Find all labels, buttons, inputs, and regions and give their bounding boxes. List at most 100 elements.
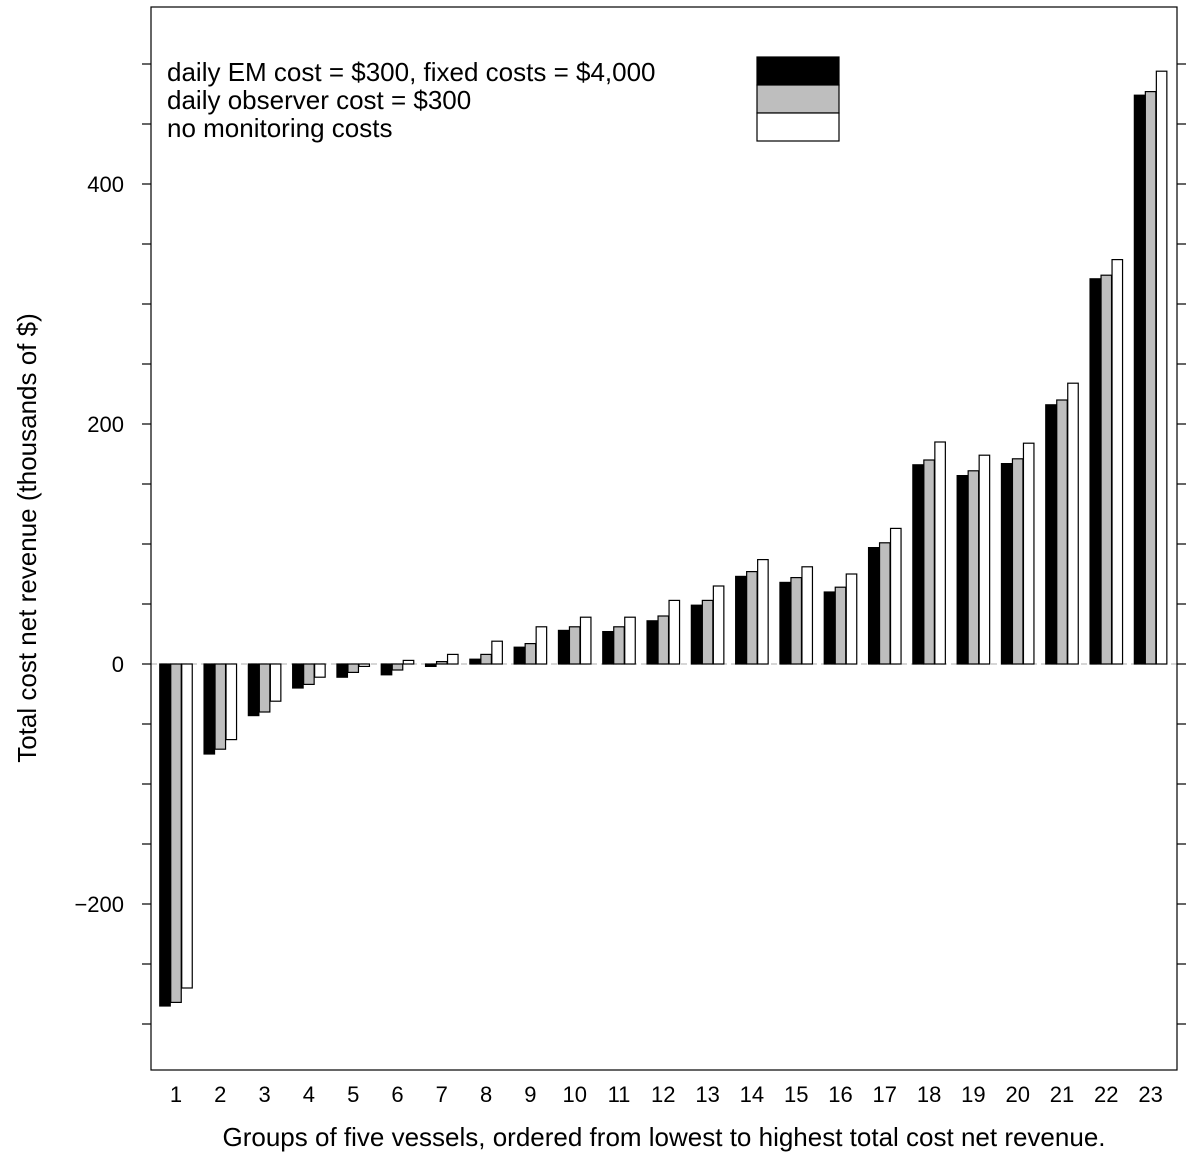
- y-axis-label: Total cost net revenue (thousands of $): [12, 313, 42, 763]
- x-tick-label: 21: [1050, 1082, 1074, 1107]
- x-tick-label: 22: [1094, 1082, 1118, 1107]
- bar-series3-group-6: [402, 659, 415, 665]
- bar-series2-group-22: [1100, 274, 1113, 665]
- bar-series3-group-18: [934, 441, 946, 665]
- bar-series1-group-20: [1000, 463, 1013, 665]
- bar-series1-group-22: [1089, 278, 1102, 665]
- x-tick-label: 19: [961, 1082, 985, 1107]
- bar-series2-group-2: [214, 663, 227, 750]
- bar-series3-group-20: [1022, 442, 1035, 665]
- bar-series2-group-7: [435, 660, 448, 665]
- x-tick-label: 10: [562, 1082, 586, 1107]
- bar-series1-group-23: [1133, 94, 1146, 665]
- bar-series1-group-12: [646, 620, 659, 665]
- x-tick-label: 23: [1138, 1082, 1162, 1107]
- bar-series1-group-2: [203, 663, 216, 755]
- x-tick-label: 16: [828, 1082, 852, 1107]
- x-tick-label: 14: [740, 1082, 764, 1107]
- y-tick-label: −200: [74, 892, 124, 917]
- legend-label-1: daily EM cost = $300, fixed costs = $4,0…: [167, 57, 656, 87]
- x-tick-label: 7: [436, 1082, 448, 1107]
- x-tick-label: 15: [784, 1082, 808, 1107]
- x-tick-label: 1: [170, 1082, 182, 1107]
- bar-series2-group-15: [790, 576, 803, 665]
- bar-series2-group-20: [1011, 458, 1024, 665]
- bar-series2-group-3: [258, 663, 271, 713]
- bar-series1-group-21: [1045, 404, 1057, 665]
- bar-series3-group-13: [712, 585, 725, 665]
- x-tick-label: 4: [303, 1082, 315, 1107]
- bar-series3-group-23: [1155, 70, 1168, 665]
- x-tick-label: 11: [608, 1082, 631, 1107]
- bar-series3-group-19: [978, 454, 991, 665]
- bar-series1-group-10: [557, 629, 570, 665]
- x-tick-label: 12: [651, 1082, 675, 1107]
- bar-series3-group-16: [845, 573, 858, 665]
- legend-label-3: no monitoring costs: [167, 113, 392, 143]
- bar-series1-group-14: [735, 575, 747, 665]
- x-tick-label: 17: [873, 1082, 897, 1107]
- bar-series2-group-6: [391, 663, 404, 671]
- bar-series2-group-9: [524, 642, 537, 665]
- x-axis: 1 2 3 4 5 6 7 8 9 10 11 12 13 14 15 16 17 18 19 20 21 22 23: [170, 1082, 1163, 1107]
- bar-series1-group-7: [424, 663, 437, 668]
- bar-series2-group-11: [613, 626, 625, 665]
- bar-series2-group-19: [967, 470, 980, 665]
- bar-series1-group-4: [292, 663, 304, 689]
- legend-label-2: daily observer cost = $300: [167, 85, 471, 115]
- y-tick-label: 0: [112, 652, 124, 677]
- bar-series2-group-10: [568, 626, 581, 665]
- bar-series3-group-14: [757, 558, 769, 665]
- bar-series1-group-8: [469, 658, 481, 665]
- bar-series1-group-11: [602, 630, 614, 665]
- bar-series2-group-12: [657, 615, 670, 665]
- bar-series1-group-6: [380, 663, 393, 676]
- x-tick-label: 20: [1005, 1082, 1029, 1107]
- legend-swatch-1: [756, 56, 840, 86]
- y-axis: −200 0 200 400: [74, 63, 1186, 1025]
- bar-series1-group-18: [912, 464, 924, 665]
- bar-series3-group-12: [668, 599, 681, 665]
- bar-series1-group-5: [336, 663, 349, 678]
- bar-series3-group-5: [358, 663, 371, 668]
- bar-series3-group-2: [225, 663, 238, 741]
- bar-series3-group-21: [1067, 382, 1079, 665]
- legend: daily EM cost = $300, fixed costs = $4,0…: [167, 56, 840, 143]
- bar-series3-group-4: [314, 663, 326, 678]
- bar-series3-group-9: [535, 626, 548, 665]
- bar-series2-group-16: [834, 586, 847, 665]
- bar-series1-group-17: [867, 546, 880, 665]
- bar-series1-group-16: [823, 591, 836, 665]
- bar-series2-group-13: [701, 599, 714, 665]
- legend-swatch-3: [756, 112, 840, 142]
- bar-series1-group-13: [690, 604, 703, 665]
- bar-series1-group-1: [159, 663, 171, 1007]
- x-tick-label: 2: [214, 1082, 226, 1107]
- bar-series2-group-5: [347, 663, 360, 673]
- bar-series3-group-8: [491, 640, 503, 665]
- bar-series2-group-8: [480, 653, 492, 665]
- bar-series1-group-3: [247, 663, 260, 717]
- x-tick-label: 3: [258, 1082, 270, 1107]
- bar-series3-group-15: [801, 566, 814, 665]
- x-tick-label: 8: [480, 1082, 492, 1107]
- x-tick-label: 9: [524, 1082, 536, 1107]
- bar-series1-group-19: [956, 475, 969, 665]
- legend-swatch-2: [756, 84, 840, 114]
- bar-series1-group-9: [513, 646, 526, 665]
- bar-series2-group-1: [170, 663, 182, 1003]
- bar-series3-group-10: [579, 616, 592, 665]
- y-tick-label: 200: [87, 412, 124, 437]
- x-tick-label: 18: [917, 1082, 941, 1107]
- plot-frame: [150, 6, 1178, 1071]
- bar-series2-group-18: [923, 459, 935, 665]
- bar-series1-group-15: [779, 581, 792, 665]
- x-tick-label: 5: [347, 1082, 359, 1107]
- bar-series3-group-17: [889, 527, 902, 665]
- x-tick-label: 6: [391, 1082, 403, 1107]
- bar-series3-group-22: [1111, 259, 1124, 665]
- x-axis-label: Groups of five vessels, ordered from low…: [223, 1122, 1106, 1152]
- y-tick-label: 400: [87, 172, 124, 197]
- bar-series2-group-14: [746, 570, 758, 665]
